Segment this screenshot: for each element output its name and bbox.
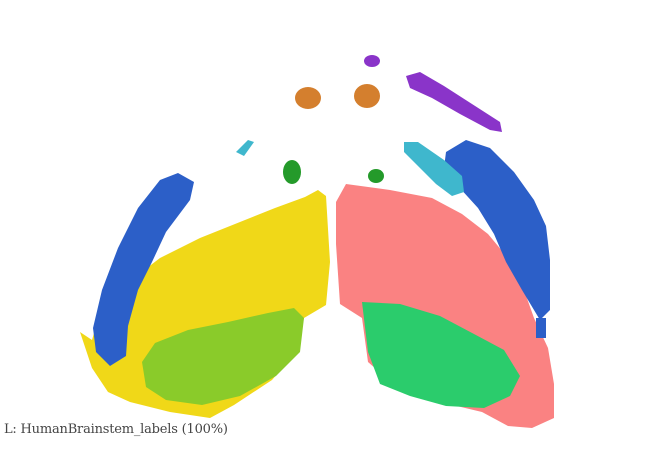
left-orange-blob — [295, 87, 321, 109]
right-orange-blob — [354, 84, 380, 108]
left-blue-band — [93, 173, 194, 366]
right-cyan-streak — [404, 142, 464, 196]
purple-streak — [406, 72, 502, 132]
right-blue-band-fragment — [536, 318, 546, 338]
layer-caption: L: HumanBrainstem_labels (100%) — [4, 422, 228, 437]
purple-dot — [364, 55, 380, 67]
left-dark-green-blob — [283, 160, 301, 184]
right-green-region — [362, 302, 520, 408]
right-blue-band — [444, 140, 550, 320]
left-lightgreen-region — [142, 308, 304, 405]
left-cyan-streak — [236, 140, 254, 156]
right-dark-green-blob — [368, 169, 384, 183]
